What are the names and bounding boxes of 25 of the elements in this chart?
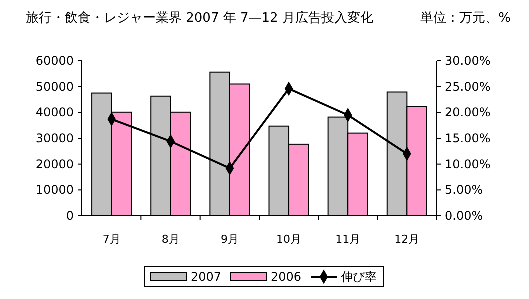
- y2-tick-label: 10.00%: [445, 157, 491, 172]
- y2-tick-label: 30.00%: [445, 54, 491, 68]
- y2-tick-label: 25.00%: [445, 80, 491, 94]
- x-tick-label: 9月: [220, 233, 239, 246]
- legend-label: 伸び率: [340, 270, 377, 284]
- y-tick-label: 40000: [36, 106, 74, 120]
- y2-tick-label: 0.00%: [445, 209, 484, 223]
- y2-tick-label: 15.00%: [445, 132, 491, 146]
- y2-tick-label: 20.00%: [445, 106, 491, 120]
- legend-label: 2006: [271, 270, 302, 284]
- x-tick-label: 7月: [102, 233, 121, 246]
- x-tick-label: 10月: [276, 233, 302, 246]
- x-tick-label: 11月: [336, 233, 361, 246]
- y-tick-label: 10000: [36, 183, 74, 198]
- x-tick-label: 12月: [394, 233, 420, 246]
- y-tick-label: 20000: [36, 157, 74, 172]
- legend-label: 2007: [191, 270, 222, 284]
- y-tick-label: 0: [66, 209, 74, 223]
- text: 単位：万元、%: [420, 11, 511, 26]
- y2-tick-label: 5.00%: [445, 183, 484, 198]
- y-tick-label: 30000: [36, 132, 74, 146]
- y-tick-label: 50000: [36, 80, 74, 94]
- y-tick-label: 60000: [36, 54, 74, 68]
- x-tick-label: 8月: [162, 233, 180, 246]
- chart-title: 旅行・飲食・レジャー業界 2007 年 7—12 月広告投入変化: [26, 10, 374, 26]
